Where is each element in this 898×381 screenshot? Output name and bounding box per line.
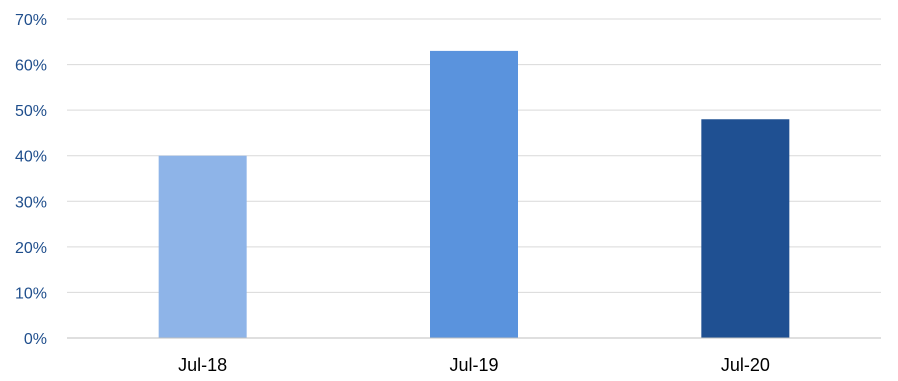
y-tick-label: 40% <box>15 149 47 166</box>
y-tick-label: 30% <box>15 194 47 211</box>
x-tick-label: Jul-19 <box>449 355 498 375</box>
y-axis-tick-labels: 0% 10% 20% 30% 40% 50% 60% 70% <box>15 12 47 348</box>
y-tick-label: 20% <box>15 240 47 257</box>
x-tick-label: Jul-20 <box>721 355 770 375</box>
y-tick-label: 0% <box>24 331 47 348</box>
bar-jul-20 <box>701 119 790 338</box>
y-tick-label: 60% <box>15 58 47 75</box>
bar-jul-18 <box>158 155 247 338</box>
y-tick-label: 70% <box>15 12 47 29</box>
x-axis-tick-labels: Jul-18 Jul-19 Jul-20 <box>178 355 770 375</box>
y-tick-label: 10% <box>15 285 47 302</box>
y-tick-label: 50% <box>15 103 47 120</box>
bar-jul-19 <box>430 50 518 339</box>
bars <box>158 50 790 339</box>
x-tick-label: Jul-18 <box>178 355 227 375</box>
